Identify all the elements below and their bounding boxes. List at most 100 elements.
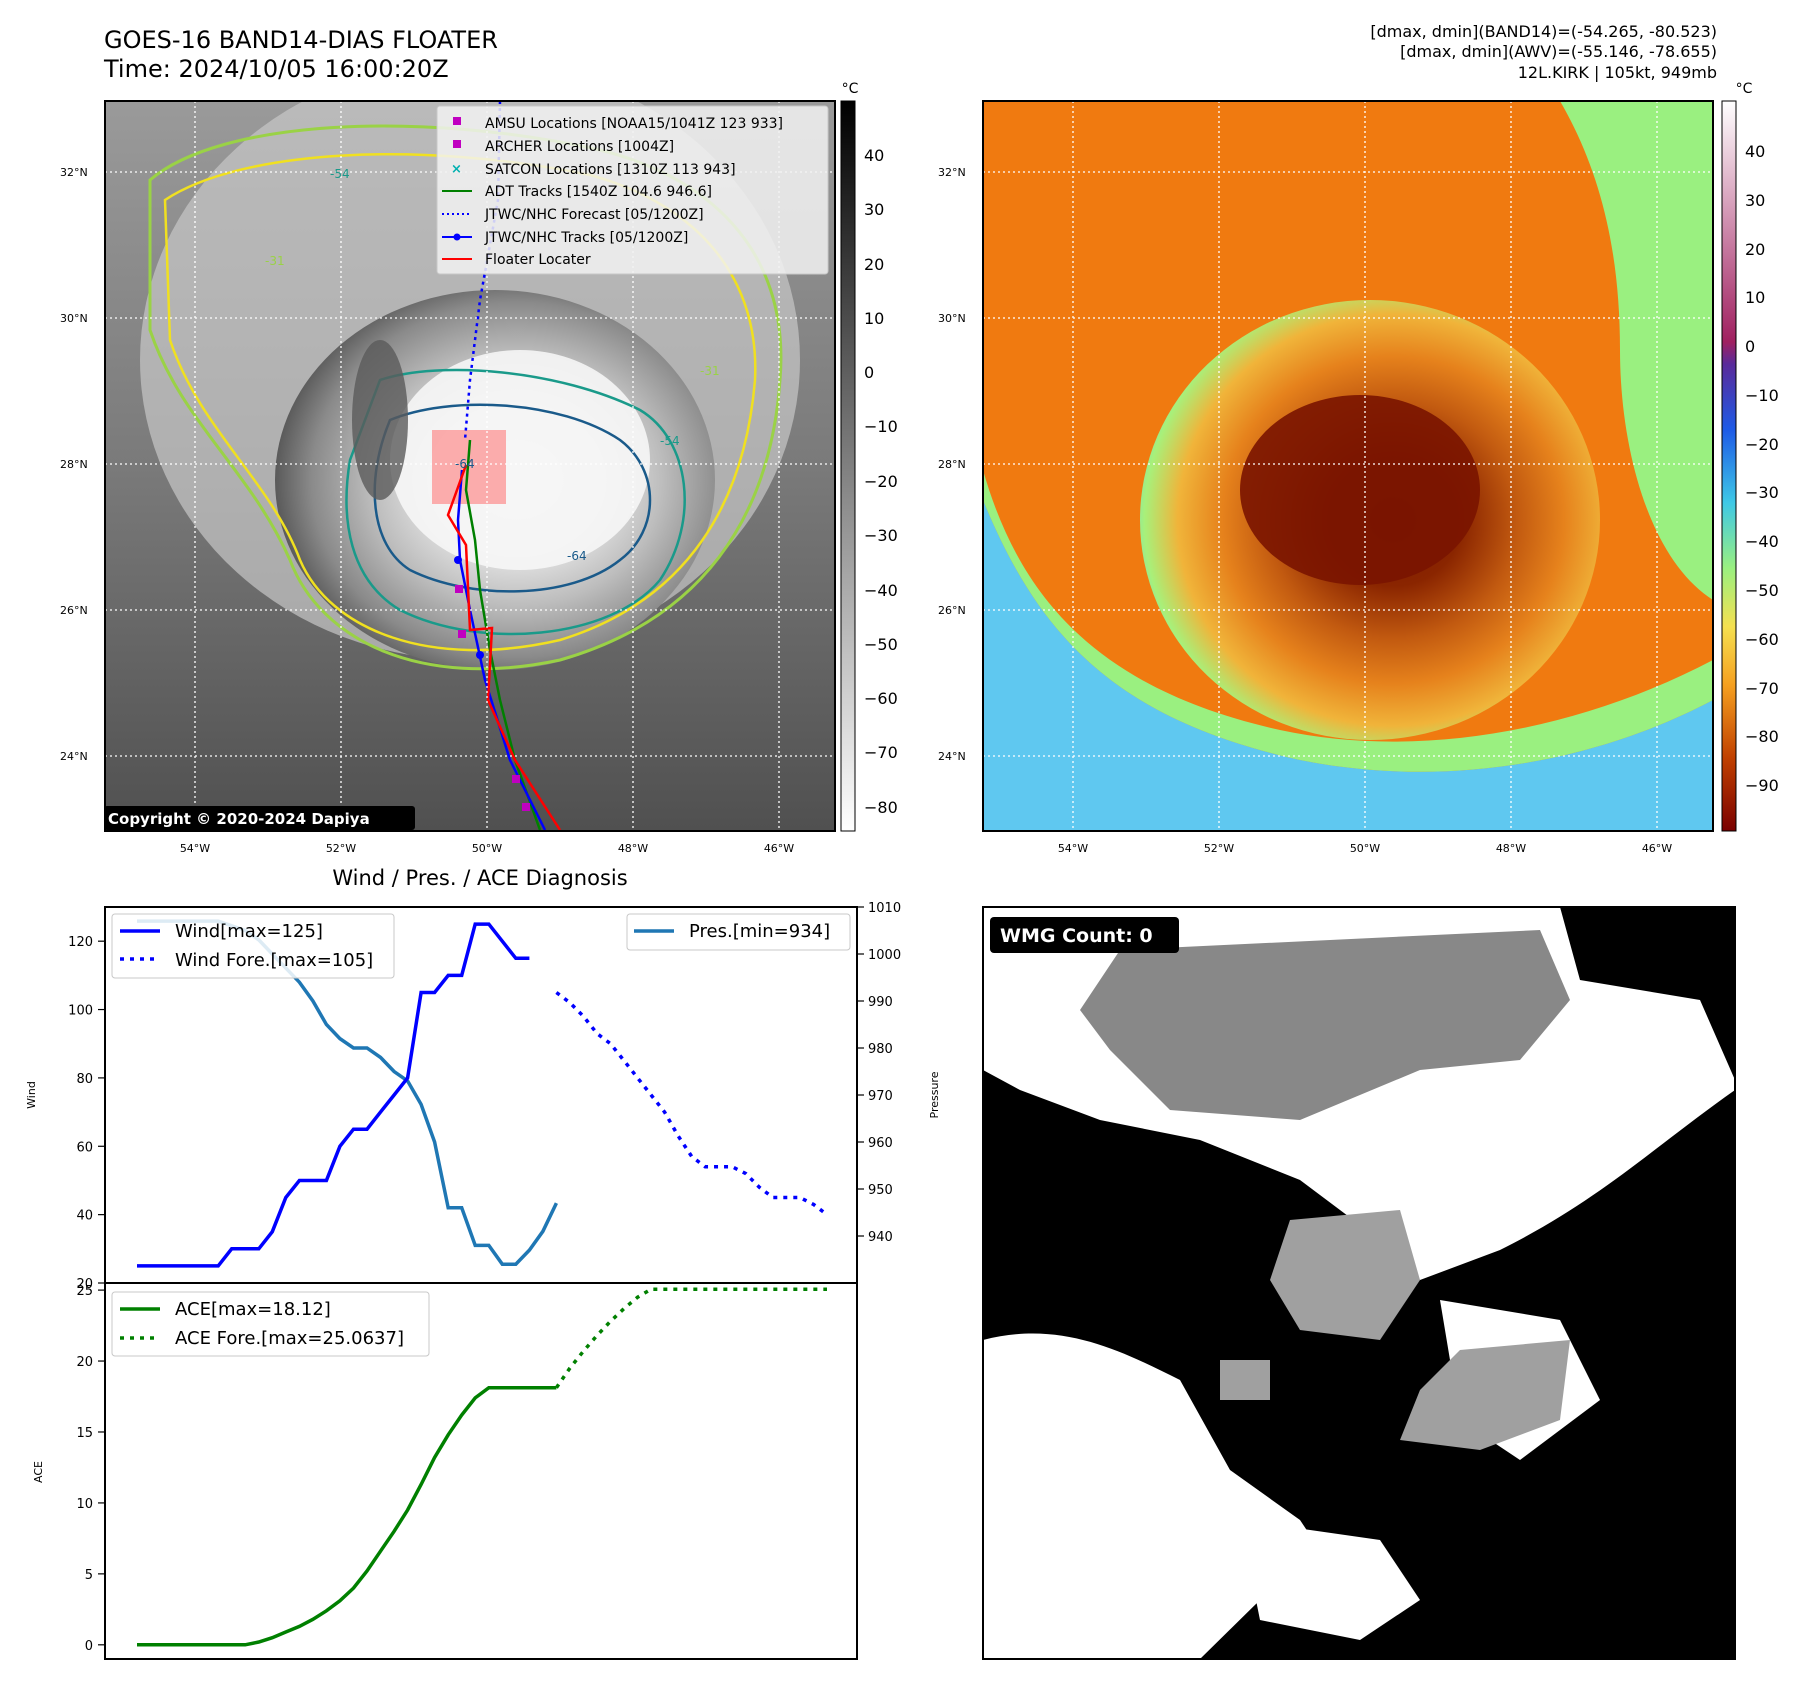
awv-colorbar xyxy=(1721,100,1737,832)
svg-text:0: 0 xyxy=(1745,337,1755,356)
svg-text:−60: −60 xyxy=(1745,630,1779,649)
jtwc-forecast xyxy=(463,101,502,441)
ace-ylabel: ACE xyxy=(32,1461,45,1483)
svg-text:0: 0 xyxy=(864,363,874,382)
svg-text:50°W: 50°W xyxy=(1350,842,1380,855)
copyright-badge xyxy=(104,806,415,830)
svg-text:−90: −90 xyxy=(1745,776,1779,795)
svg-text:−80: −80 xyxy=(1745,727,1779,746)
awv-colorbar-unit: °C xyxy=(1736,81,1753,97)
ace-chart: ACE 25 20 15 10 5 0 ACE[max=18.12] ACE Fore.[… xyxy=(32,1282,858,1660)
pressure-tick-label: 950 xyxy=(868,1183,893,1198)
pressure-tick-label: 1010 xyxy=(868,901,901,916)
ir-frame xyxy=(104,100,836,832)
adt-track xyxy=(464,439,542,831)
wind-legend: Wind[max=125] Wind Fore.[max=105] xyxy=(111,913,395,979)
ir-colorbar-ticks: 40 30 20 10 0 −10 −20 −30 −40 −50 −60 −7… xyxy=(864,146,898,817)
wmg-count-label: WMG Count: 0 xyxy=(1000,925,1153,947)
svg-text:20: 20 xyxy=(1745,240,1765,259)
wind-tick-label: 20 xyxy=(76,1277,93,1292)
svg-text:−30: −30 xyxy=(1745,483,1779,502)
contour-label: -64 xyxy=(455,457,475,471)
figure-title: GOES-16 BAND14-DIAS FLOATER xyxy=(104,26,498,54)
pressure-tick-label: 940 xyxy=(868,1230,893,1245)
ir-map-panel: -54 -31 -31 -54 -64 -64 AMSU Locations [… xyxy=(60,81,898,855)
wind-tick-label: 40 xyxy=(76,1209,93,1224)
pressure-yticks: 1010 1000 990 980 970 960 950 940 xyxy=(857,901,901,1245)
pressure-tick-label: 1000 xyxy=(868,948,901,963)
contour-label: -54 xyxy=(660,434,680,448)
ace-forecast-line xyxy=(554,1287,827,1389)
svg-text:10: 10 xyxy=(864,309,884,328)
band14-range: [dmax, dmin](BAND14)=(-54.265, -80.523) xyxy=(1370,22,1717,41)
x-marker-icon: × xyxy=(451,162,462,177)
awv-colorbar-ticks: 40 30 20 10 0 −10 −20 −30 −40 −50 −60 −7… xyxy=(1745,142,1779,795)
legend-archer: ARCHER Locations [1004Z] xyxy=(485,139,674,155)
ace-tick-label: 15 xyxy=(76,1426,93,1441)
pressure-tick-label: 970 xyxy=(868,1089,893,1104)
storm-summary: 12L.KIRK | 105kt, 949mb xyxy=(1517,63,1717,82)
svg-text:−40: −40 xyxy=(864,581,898,600)
diagnosis-title: Wind / Pres. / ACE Diagnosis xyxy=(332,866,627,890)
svg-text:30: 30 xyxy=(864,200,884,219)
contour-teal xyxy=(345,368,686,636)
ace-legend: ACE[max=18.12] ACE Fore.[max=25.0637] xyxy=(111,1291,430,1357)
ace-series-group xyxy=(136,1287,828,1647)
ace-tick-label: 10 xyxy=(76,1497,93,1512)
awv-lat-labels: 32°N 30°N 28°N 26°N 24°N xyxy=(938,166,966,763)
svg-text:−20: −20 xyxy=(864,472,898,491)
svg-text:32°N: 32°N xyxy=(60,166,88,179)
floater-locater-track xyxy=(446,464,562,831)
wind-ylabel: Wind xyxy=(25,1081,38,1109)
ace-tick-label: 5 xyxy=(85,1568,93,1583)
awv-dry-air xyxy=(983,500,1713,831)
legend-tracks: JTWC/NHC Tracks [05/1200Z] xyxy=(484,230,688,246)
wind-line xyxy=(137,922,530,1268)
wind-tick-label: 80 xyxy=(76,1072,93,1087)
svg-text:−80: −80 xyxy=(864,798,898,817)
contour-dark xyxy=(373,403,652,593)
svg-text:30: 30 xyxy=(1745,191,1765,210)
svg-text:30°N: 30°N xyxy=(60,312,88,325)
wind-tick-label: 60 xyxy=(76,1140,93,1155)
svg-text:48°W: 48°W xyxy=(618,842,648,855)
svg-text:−70: −70 xyxy=(864,743,898,762)
pressure-ylabel: Pressure xyxy=(928,1071,941,1118)
contour-label: -64 xyxy=(567,549,587,563)
contour-label: -54 xyxy=(330,167,350,181)
svg-text:−70: −70 xyxy=(1745,679,1779,698)
svg-text:54°W: 54°W xyxy=(180,842,210,855)
legend-forecast: JTWC/NHC Forecast [05/1200Z] xyxy=(484,207,704,223)
svg-text:28°N: 28°N xyxy=(938,458,966,471)
figure-time: Time: 2024/10/05 16:00:20Z xyxy=(104,55,449,83)
svg-text:−40: −40 xyxy=(1745,532,1779,551)
svg-text:50°W: 50°W xyxy=(472,842,502,855)
ace-tick-label: 20 xyxy=(76,1355,93,1370)
svg-text:−60: −60 xyxy=(864,689,898,708)
legend-ace: ACE[max=18.12] xyxy=(175,1299,331,1320)
ir-lat-labels: 32°N 30°N 28°N 26°N 24°N xyxy=(60,166,88,763)
svg-text:54°W: 54°W xyxy=(1058,842,1088,855)
wmg-count-badge xyxy=(990,917,1179,953)
ace-tick-label: 25 xyxy=(76,1284,93,1299)
awv-gridlines xyxy=(983,101,1713,831)
legend-wind-forecast: Wind Fore.[max=105] xyxy=(175,950,373,971)
awv-range: [dmax, dmin](AWV)=(-55.146, -78.655) xyxy=(1400,42,1717,61)
awv-map-panel: °C 40 30 20 10 0 −10 −20 −30 −40 −50 −60… xyxy=(938,81,1779,855)
svg-text:−20: −20 xyxy=(1745,435,1779,454)
contour-label: -31 xyxy=(700,364,720,378)
svg-text:30°N: 30°N xyxy=(938,312,966,325)
legend-pressure: Pres.[min=934] xyxy=(689,921,830,942)
svg-text:10: 10 xyxy=(1745,288,1765,307)
wind-tick-label: 120 xyxy=(68,935,93,950)
svg-text:−50: −50 xyxy=(1745,581,1779,600)
wmg-panel: WMG Count: 0 xyxy=(982,906,1736,1660)
svg-text:52°W: 52°W xyxy=(326,842,356,855)
awv-lon-labels: 54°W 52°W 50°W 48°W 46°W xyxy=(1058,842,1672,855)
svg-text:32°N: 32°N xyxy=(938,166,966,179)
svg-text:46°W: 46°W xyxy=(1642,842,1672,855)
wind-forecast-line xyxy=(555,991,829,1216)
wmg-frame xyxy=(982,906,1736,1660)
pressure-tick-label: 960 xyxy=(868,1136,893,1151)
